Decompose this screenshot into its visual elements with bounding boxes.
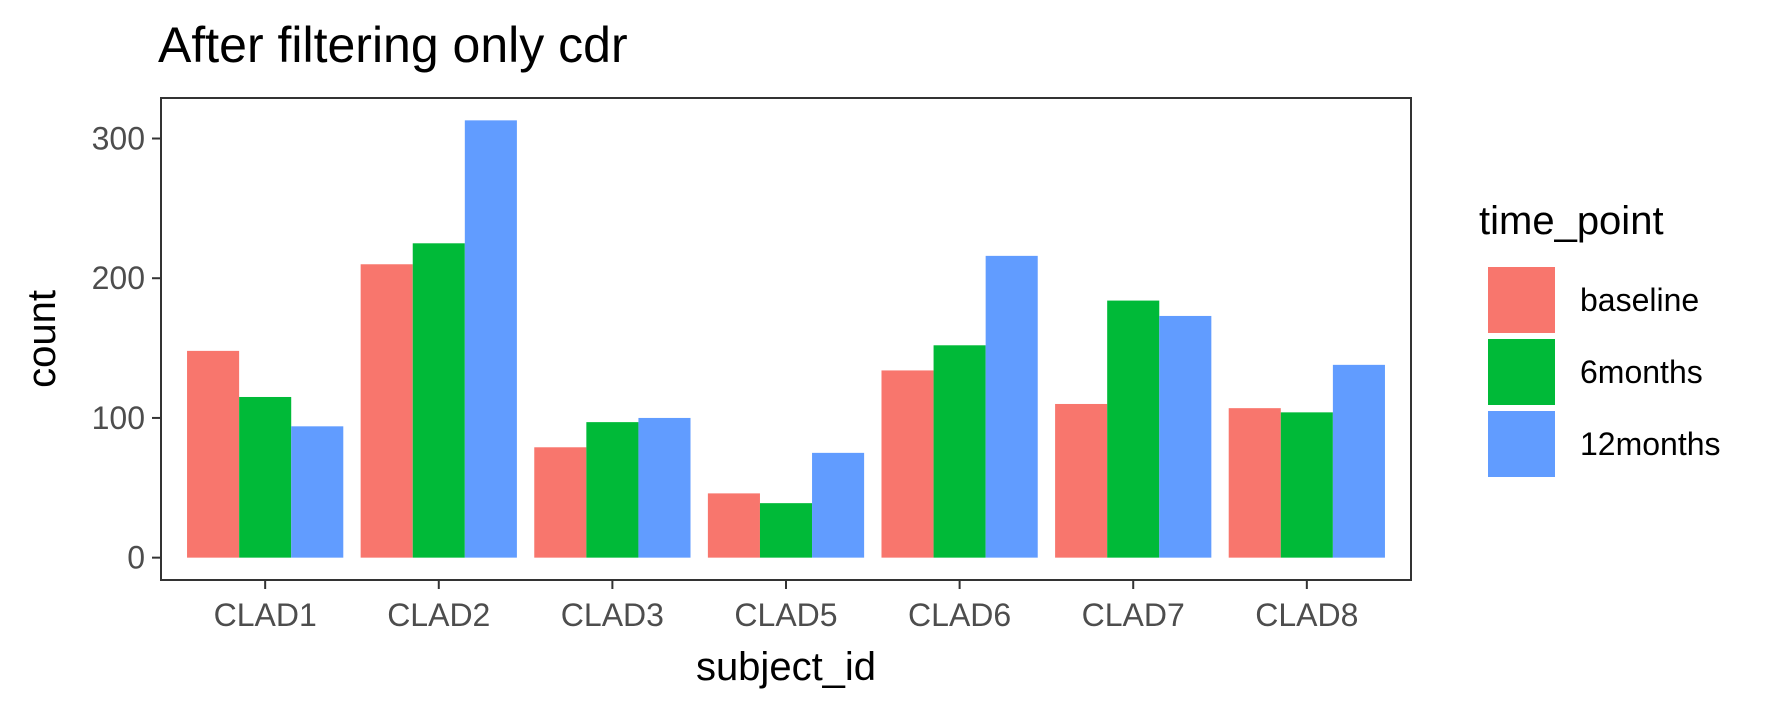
x-axis-title: subject_id: [696, 645, 876, 689]
bar-clad7-12months: [1159, 315, 1212, 558]
y-tick-label: 300: [92, 121, 145, 157]
x-tick-label: CLAD7: [1082, 597, 1185, 633]
x-tick-label: CLAD2: [387, 597, 490, 633]
y-axis: 0 100 200 300: [92, 121, 161, 576]
legend-title: time_point: [1479, 199, 1664, 243]
bar-clad1-12months: [291, 426, 344, 558]
y-tick-label: 200: [92, 260, 145, 296]
bar-clad8-baseline: [1228, 408, 1281, 558]
bar-clad1-6months: [239, 396, 292, 558]
bar-clad6-baseline: [881, 370, 934, 558]
y-tick-label: 100: [92, 400, 145, 436]
x-tick-label: CLAD6: [908, 597, 1011, 633]
bars-group: [187, 120, 1385, 558]
x-axis: CLAD1 CLAD2 CLAD3 CLAD5 CLAD6 CLAD7 CLAD8: [214, 580, 1358, 633]
legend: time_point baseline 6months 12months: [1479, 199, 1721, 477]
bar-clad2-6months: [412, 243, 465, 558]
legend-key-baseline: [1488, 267, 1555, 333]
bar-clad3-baseline: [534, 447, 587, 558]
chart-title: After filtering only cdr: [158, 17, 628, 73]
bar-clad7-baseline: [1055, 403, 1108, 558]
legend-label: baseline: [1580, 282, 1699, 318]
x-tick-label: CLAD8: [1255, 597, 1358, 633]
x-tick-label: CLAD3: [561, 597, 664, 633]
y-axis-title: count: [20, 290, 64, 388]
y-tick-label: 0: [127, 540, 145, 576]
legend-label: 6months: [1580, 354, 1703, 390]
legend-key-6months: [1488, 339, 1555, 405]
bar-clad8-6months: [1280, 412, 1333, 558]
bar-clad5-12months: [812, 452, 865, 558]
bar-clad8-12months: [1332, 364, 1385, 558]
x-tick-label: CLAD5: [734, 597, 837, 633]
x-tick-label: CLAD1: [214, 597, 317, 633]
bar-clad2-baseline: [360, 264, 413, 558]
legend-label: 12months: [1580, 426, 1721, 462]
bar-clad3-6months: [586, 422, 639, 558]
bar-clad1-baseline: [187, 350, 240, 558]
bar-clad7-6months: [1107, 300, 1160, 558]
bar-clad5-6months: [759, 503, 813, 558]
bar-clad2-12months: [464, 120, 517, 558]
bar-clad5-baseline: [707, 493, 760, 558]
legend-key-12months: [1488, 411, 1555, 477]
bar-clad6-6months: [933, 345, 986, 558]
bar-clad6-12months: [985, 255, 1038, 558]
bar-clad3-12months: [638, 417, 691, 558]
